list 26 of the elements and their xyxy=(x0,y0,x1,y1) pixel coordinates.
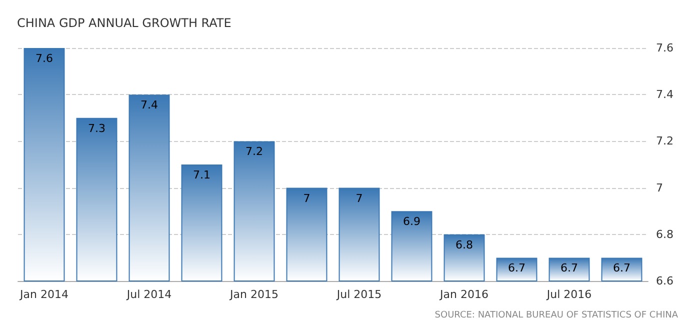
data-label: 6.7 xyxy=(508,262,526,275)
data-label: 7.4 xyxy=(140,98,158,112)
data-label: 7 xyxy=(356,192,363,205)
data-label: 6.7 xyxy=(560,262,578,275)
data-label: 6.7 xyxy=(613,262,630,275)
y-tick-label: 7.4 xyxy=(656,88,674,102)
source-note: SOURCE: NATIONAL BUREAU OF STATISTICS OF CHINA xyxy=(434,310,679,320)
data-label: 7.1 xyxy=(193,168,210,182)
data-label: 7.3 xyxy=(88,122,106,135)
x-tick-label: Jan 2014 xyxy=(19,288,68,301)
y-tick-label: 7.2 xyxy=(656,134,674,148)
x-tick-label: Jul 2014 xyxy=(126,288,172,301)
x-tick-label: Jan 2015 xyxy=(229,288,278,301)
x-tick-label: Jul 2015 xyxy=(336,288,382,301)
x-tick-label: Jan 2016 xyxy=(439,288,488,301)
y-tick-label: 7.6 xyxy=(656,42,674,54)
y-tick-label: 7 xyxy=(656,181,663,194)
data-label: 6.8 xyxy=(456,238,473,252)
data-label: 7.6 xyxy=(36,52,53,65)
chart-title: CHINA GDP ANNUAL GROWTH RATE xyxy=(17,16,232,30)
x-tick-label: Jul 2016 xyxy=(546,288,592,301)
y-tick-label: 6.8 xyxy=(656,228,674,241)
data-label: 7 xyxy=(303,192,310,205)
data-label: 6.9 xyxy=(403,215,420,228)
y-tick-label: 6.6 xyxy=(656,274,674,288)
data-label: 7.2 xyxy=(246,145,263,158)
